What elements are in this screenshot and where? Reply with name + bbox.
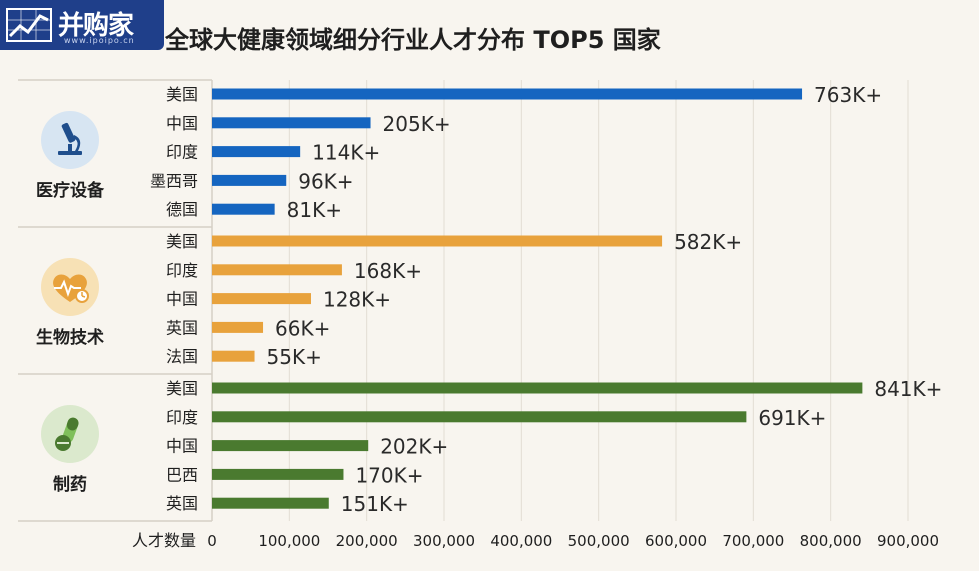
bar bbox=[212, 382, 863, 394]
logo-subtext: www.ipoipo.cn bbox=[64, 36, 135, 45]
x-tick-label: 800,000 bbox=[800, 532, 862, 550]
bar-value-label: 841K+ bbox=[874, 377, 942, 401]
bar-value-label: 55K+ bbox=[267, 345, 322, 369]
bar-category-label: 德国 bbox=[166, 200, 198, 219]
bar bbox=[212, 88, 803, 100]
bar bbox=[212, 411, 747, 423]
bar-category-label: 印度 bbox=[166, 261, 198, 280]
bar-category-label: 巴西 bbox=[166, 465, 198, 484]
x-tick-label: 0 bbox=[207, 532, 217, 550]
bar-value-label: 763K+ bbox=[814, 83, 882, 107]
x-axis-label: 人才数量 bbox=[132, 531, 196, 550]
bar-value-label: 691K+ bbox=[758, 406, 826, 430]
logo-text: 并购家 bbox=[58, 11, 134, 41]
bar bbox=[212, 293, 311, 305]
bar-value-label: 96K+ bbox=[298, 169, 353, 193]
bar bbox=[212, 264, 342, 276]
bar-value-label: 205K+ bbox=[383, 112, 451, 136]
microscope-icon bbox=[41, 111, 99, 169]
bar-category-label: 中国 bbox=[166, 290, 198, 309]
x-tick-label: 700,000 bbox=[722, 532, 784, 550]
x-tick-label: 100,000 bbox=[258, 532, 320, 550]
bar-value-label: 202K+ bbox=[380, 435, 448, 459]
category-label: 制药 bbox=[53, 475, 87, 495]
chart-title: 全球大健康领域细分行业人才分布 TOP5 国家 bbox=[165, 26, 661, 54]
x-tick-label: 200,000 bbox=[336, 532, 398, 550]
bar-category-label: 美国 bbox=[166, 85, 198, 104]
bar-category-label: 墨西哥 bbox=[150, 171, 198, 190]
brand-logo: 并购家 www.ipoipo.cn bbox=[0, 0, 164, 50]
bar bbox=[212, 146, 301, 158]
bar-category-label: 美国 bbox=[166, 232, 198, 251]
bar bbox=[212, 321, 264, 333]
x-tick-label: 500,000 bbox=[568, 532, 630, 550]
bar bbox=[212, 468, 344, 480]
bar bbox=[212, 235, 663, 247]
x-tick-label: 600,000 bbox=[645, 532, 707, 550]
bar-value-label: 168K+ bbox=[354, 259, 422, 283]
bar-category-label: 英国 bbox=[166, 318, 198, 337]
bar-value-label: 170K+ bbox=[355, 463, 423, 487]
bar bbox=[212, 440, 369, 452]
bar-value-label: 582K+ bbox=[674, 230, 742, 254]
category-label: 生物技术 bbox=[36, 328, 104, 348]
logo-chart-icon bbox=[6, 8, 52, 42]
category-label: 医疗设备 bbox=[36, 181, 104, 201]
heart-pulse-icon bbox=[41, 258, 99, 316]
x-tick-label: 300,000 bbox=[413, 532, 475, 550]
bar-value-label: 66K+ bbox=[275, 316, 330, 340]
bar bbox=[212, 350, 255, 362]
bar bbox=[212, 117, 371, 129]
x-tick-label: 400,000 bbox=[490, 532, 552, 550]
bar bbox=[212, 203, 275, 215]
bar bbox=[212, 174, 287, 186]
bar-category-label: 美国 bbox=[166, 379, 198, 398]
bar-category-label: 中国 bbox=[166, 114, 198, 133]
bar-category-label: 法国 bbox=[166, 347, 198, 366]
bar-category-label: 英国 bbox=[166, 494, 198, 513]
bar-category-label: 中国 bbox=[166, 437, 198, 456]
bar-value-label: 114K+ bbox=[312, 141, 380, 165]
bar-category-label: 印度 bbox=[166, 143, 198, 162]
pill-icon bbox=[41, 405, 99, 463]
bar bbox=[212, 497, 329, 509]
bar-category-label: 印度 bbox=[166, 408, 198, 427]
bar-value-label: 128K+ bbox=[323, 288, 391, 312]
bar-value-label: 151K+ bbox=[341, 492, 409, 516]
x-tick-label: 900,000 bbox=[877, 532, 939, 550]
bar-value-label: 81K+ bbox=[287, 198, 342, 222]
